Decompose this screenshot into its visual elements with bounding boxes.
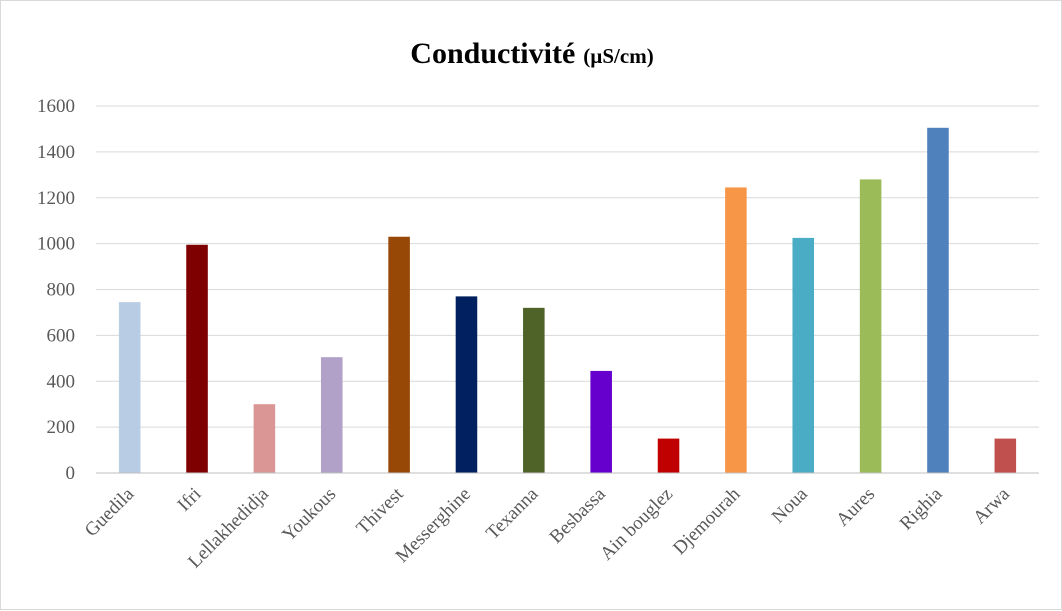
bar-youkous — [320, 357, 343, 473]
bar-thivest — [388, 236, 410, 473]
x-tick-label: Arwa — [969, 483, 1014, 528]
bar-besbassa — [590, 370, 612, 473]
bar-ain-bouglez — [657, 438, 680, 473]
y-tick-label: 600 — [47, 325, 76, 346]
y-tick-label: 1200 — [37, 188, 75, 209]
y-tick-label: 1000 — [37, 234, 75, 255]
bar-righia — [927, 127, 949, 474]
x-tick-label: Djemourah — [669, 483, 745, 559]
bar-ifri — [186, 244, 208, 473]
chart-title-text: Conductivité — [410, 37, 575, 70]
x-tick-label: Aures — [832, 484, 879, 531]
y-tick-label: 0 — [66, 463, 76, 484]
y-tick-label: 800 — [47, 280, 76, 301]
y-tick-label: 400 — [47, 371, 76, 392]
x-tick-label: Youkous — [278, 484, 340, 546]
y-tick-label: 200 — [47, 417, 76, 438]
x-tick-label: Thivest — [352, 483, 408, 539]
y-tick-label: 1400 — [37, 142, 75, 163]
x-tick-label: Ifri — [174, 484, 206, 516]
x-tick-label: Texanna — [482, 483, 543, 544]
x-tick-label: Ain bouglez — [596, 484, 677, 565]
bar-djemourah — [725, 187, 747, 473]
bar-texanna — [523, 307, 545, 473]
bar-arwa — [994, 438, 1017, 473]
x-tick-label: Noua — [768, 483, 812, 527]
bar-noua — [792, 237, 815, 473]
bar-aures — [859, 179, 882, 473]
bars — [118, 127, 1017, 474]
y-axis-tick-labels: 0 200 400 600 800 1000 1200 1400 1600 — [37, 96, 75, 484]
bar-messerghine — [455, 296, 478, 473]
bar-lellakhedidja — [253, 404, 276, 473]
x-tick-label: Besbassa — [546, 483, 611, 548]
gridlines — [96, 105, 1039, 428]
chart-title: Conductivité (µS/cm) — [410, 37, 653, 70]
y-tick-label: 1600 — [37, 96, 75, 117]
x-tick-label: Guedila — [81, 483, 139, 541]
chart-title-unit: (µS/cm) — [583, 44, 653, 68]
x-tick-label: Righia — [896, 483, 947, 534]
bar-guedila — [118, 302, 141, 473]
